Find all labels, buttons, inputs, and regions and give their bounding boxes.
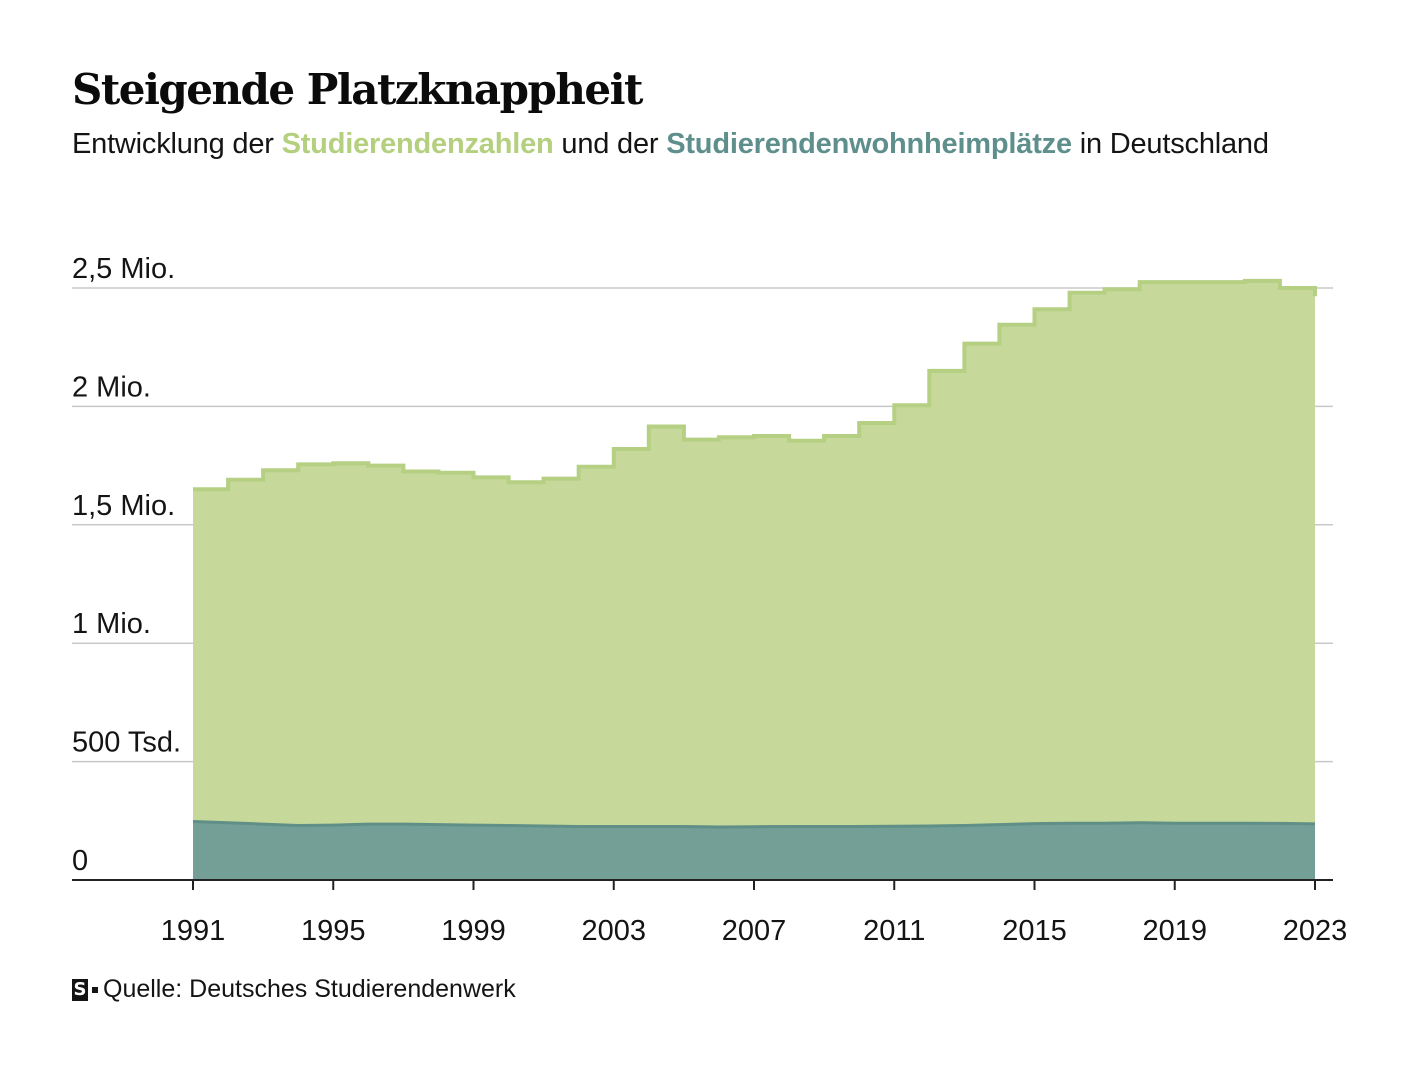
y-tick-label: 2,5 Mio.: [72, 253, 175, 285]
x-tick-label: 2023: [1283, 915, 1348, 947]
x-tick-label: 2019: [1142, 915, 1207, 947]
x-tick-label: 1991: [161, 915, 226, 947]
x-axis-labels: 1991 1995 1999 2003 2007 2011 2015 2019 2023: [161, 915, 1348, 947]
subtitle-text-end: in Deutschland: [1071, 128, 1269, 160]
data-areas: [192, 278, 1317, 880]
dorm-places-line: [192, 820, 1316, 829]
y-tick-label: 1,5 Mio.: [72, 490, 175, 522]
source-text: Quelle: Deutsches Studierendenwerk: [103, 975, 516, 1003]
x-tick-label: 1995: [301, 915, 366, 947]
y-tick-label: 0: [72, 845, 88, 877]
subtitle-text-middle: und der: [553, 128, 667, 160]
students-line: [193, 278, 1317, 492]
x-tick-label: 2007: [722, 915, 787, 947]
subtitle-text-start: Entwicklung der: [72, 128, 282, 160]
x-axis: [72, 879, 1333, 890]
y-axis-labels: 0 500 Tsd. 1 Mio. 1,5 Mio. 2 Mio. 2,5 Mio.: [72, 253, 181, 877]
spiegel-logo-icon: S: [72, 978, 88, 1001]
chart-subtitle: Entwicklung der Studierendenzahlen und d…: [72, 124, 1312, 164]
x-tick-label: 2015: [1002, 915, 1067, 947]
y-tick-label: 1 Mio.: [72, 608, 151, 640]
x-tick-label: 2003: [581, 915, 646, 947]
y-tick-label: 500 Tsd.: [72, 727, 181, 759]
legend-label-students: Studierendenzahlen: [281, 128, 554, 160]
separator-dot-icon: [92, 986, 98, 993]
chart-title: Steigende Platzknappheit: [72, 65, 643, 114]
y-tick-label: 2 Mio.: [72, 371, 151, 403]
students-area: [193, 280, 1315, 880]
legend-label-dorm-places: Studierendenwohnheimplätze: [666, 128, 1072, 160]
x-tick-label: 1999: [441, 915, 506, 947]
x-tick-label: 2011: [863, 915, 925, 947]
source-note: S Quelle: Deutsches Studierendenwerk: [72, 975, 516, 1004]
dorm-places-area: [193, 821, 1315, 880]
